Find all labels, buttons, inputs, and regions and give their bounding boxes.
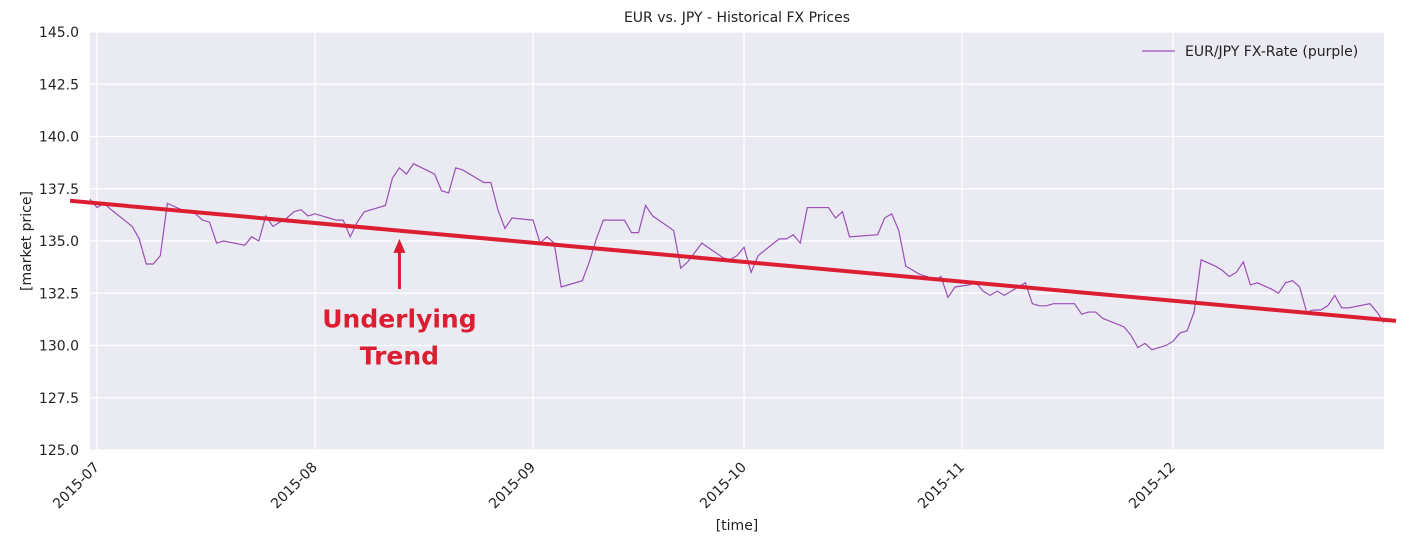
y-tick-label: 130.0 <box>39 339 79 355</box>
trend-annotation: Underlying Trend <box>322 238 477 370</box>
y-tick-label: 137.5 <box>39 182 79 198</box>
trend-line <box>69 198 1397 323</box>
y-tick-label: 127.5 <box>39 391 79 407</box>
y-tick-label: 135.0 <box>39 234 79 250</box>
series-layer <box>89 162 1385 351</box>
legend-label: EUR/JPY FX-Rate (purple) <box>1185 44 1358 60</box>
x-axis-title: [time] <box>716 518 759 534</box>
trend-layer <box>69 198 1397 323</box>
annotation-arrow-head <box>393 238 406 253</box>
y-tick-label: 142.5 <box>39 77 79 93</box>
y-axis-title: [market price] <box>19 191 35 291</box>
chart-title: EUR vs. JPY - Historical FX Prices <box>624 10 850 26</box>
y-tick-label: 145.0 <box>39 25 79 41</box>
series-line-eur-jpy <box>89 162 1385 351</box>
y-tick-label: 140.0 <box>39 130 79 146</box>
legend: EUR/JPY FX-Rate (purple) <box>1142 44 1358 60</box>
annotation-text-line-1: Underlying <box>322 304 476 333</box>
y-tick-label: 125.0 <box>39 443 79 459</box>
y-tick-label: 132.5 <box>39 286 79 302</box>
annotation-text-line-2: Trend <box>360 341 439 370</box>
